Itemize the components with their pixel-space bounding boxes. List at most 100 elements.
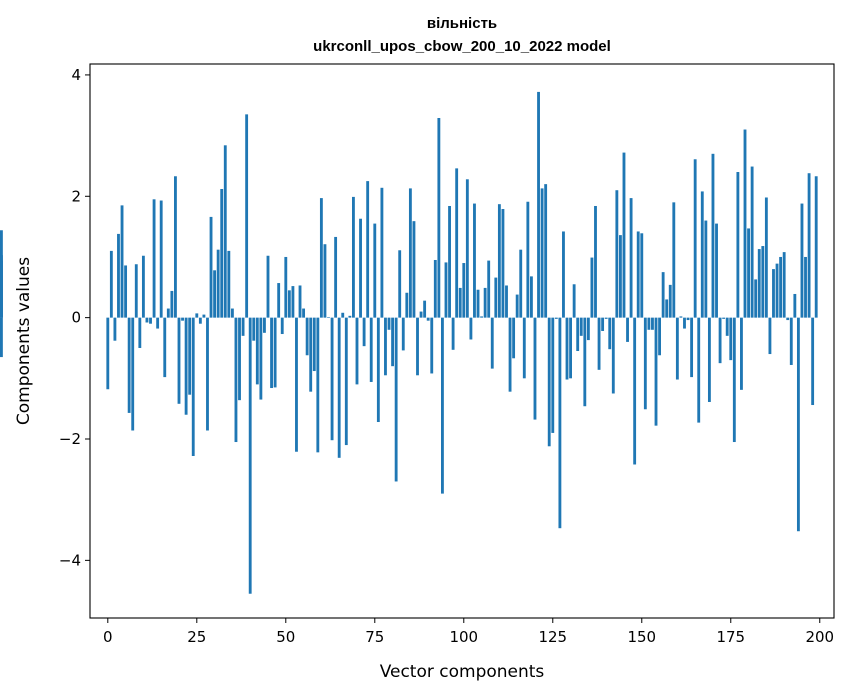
x-tick-label: 125 bbox=[538, 628, 567, 646]
bar bbox=[327, 317, 330, 318]
bar bbox=[401, 317, 405, 351]
bar bbox=[750, 166, 754, 318]
bar bbox=[569, 317, 572, 379]
bar bbox=[654, 317, 658, 426]
bar bbox=[743, 129, 747, 318]
bar bbox=[476, 289, 480, 318]
bar bbox=[309, 317, 313, 392]
bar bbox=[391, 317, 395, 367]
bar bbox=[804, 256, 807, 318]
bar bbox=[394, 317, 398, 482]
bar bbox=[732, 317, 736, 443]
bar bbox=[608, 317, 612, 350]
bar bbox=[213, 270, 217, 318]
bar bbox=[490, 317, 494, 369]
bar bbox=[647, 317, 651, 330]
bar bbox=[551, 317, 555, 433]
bar bbox=[800, 203, 804, 318]
bar bbox=[597, 317, 601, 370]
bar bbox=[380, 187, 384, 318]
bar bbox=[618, 235, 622, 318]
bar bbox=[529, 276, 533, 318]
bar bbox=[441, 317, 444, 494]
bar bbox=[448, 205, 451, 318]
bar bbox=[736, 172, 740, 318]
bar bbox=[408, 188, 412, 318]
bar bbox=[747, 228, 750, 318]
y-tick-label: −2 bbox=[59, 430, 81, 448]
y-tick-label: −4 bbox=[59, 551, 81, 569]
bar bbox=[611, 317, 615, 394]
bar bbox=[754, 279, 758, 318]
bar bbox=[295, 317, 298, 452]
bar bbox=[672, 202, 676, 318]
bar bbox=[668, 284, 672, 318]
bar bbox=[807, 173, 811, 318]
bar bbox=[120, 205, 124, 318]
bar bbox=[740, 317, 743, 390]
bar bbox=[127, 317, 131, 413]
bar bbox=[106, 317, 110, 390]
bar bbox=[220, 189, 224, 318]
bar bbox=[174, 176, 177, 318]
bar bbox=[398, 250, 402, 318]
bar bbox=[465, 179, 469, 318]
bar bbox=[141, 255, 145, 318]
bar bbox=[302, 308, 306, 318]
bar bbox=[255, 317, 259, 385]
bar bbox=[138, 317, 142, 348]
bar bbox=[725, 317, 729, 336]
bar bbox=[473, 203, 476, 318]
x-tick-label: 200 bbox=[805, 628, 834, 646]
bar bbox=[547, 317, 551, 447]
bar bbox=[451, 317, 455, 350]
bar bbox=[704, 220, 708, 318]
bar bbox=[636, 231, 640, 318]
bar bbox=[0, 317, 3, 358]
bar bbox=[426, 317, 430, 321]
bar bbox=[562, 231, 565, 318]
bar bbox=[159, 200, 163, 318]
bar bbox=[238, 317, 241, 401]
bar bbox=[177, 317, 181, 404]
bar bbox=[419, 311, 423, 318]
bar bbox=[483, 287, 487, 318]
bar bbox=[505, 285, 508, 318]
bar bbox=[540, 188, 544, 318]
bar bbox=[658, 317, 661, 356]
bar bbox=[433, 259, 437, 318]
bar bbox=[206, 317, 209, 431]
bar bbox=[376, 317, 380, 423]
bar bbox=[480, 316, 484, 318]
bar bbox=[430, 317, 434, 374]
plot-frame bbox=[89, 63, 835, 619]
bar bbox=[319, 198, 323, 318]
bar bbox=[565, 317, 569, 380]
bar bbox=[341, 312, 345, 318]
bar bbox=[579, 317, 583, 336]
bar bbox=[266, 255, 270, 318]
bar bbox=[458, 287, 462, 318]
x-tick-label: 50 bbox=[276, 628, 295, 646]
bar bbox=[583, 317, 587, 407]
bar bbox=[384, 317, 387, 376]
bar bbox=[772, 269, 775, 318]
bar bbox=[191, 317, 195, 456]
bar bbox=[348, 315, 352, 318]
bar bbox=[170, 290, 174, 318]
bar bbox=[416, 317, 419, 376]
bar bbox=[223, 145, 227, 318]
bar bbox=[113, 317, 117, 341]
bar bbox=[814, 176, 818, 318]
bar bbox=[761, 246, 765, 318]
bar bbox=[661, 272, 665, 318]
bar bbox=[793, 293, 797, 318]
y-axis-label: Components values bbox=[14, 257, 34, 425]
bars-group bbox=[0, 91, 818, 594]
bar bbox=[455, 168, 459, 318]
x-tick-label: 25 bbox=[187, 628, 206, 646]
bar bbox=[686, 317, 690, 321]
bar bbox=[188, 317, 192, 395]
chart-title-line1: вільність bbox=[427, 15, 497, 32]
